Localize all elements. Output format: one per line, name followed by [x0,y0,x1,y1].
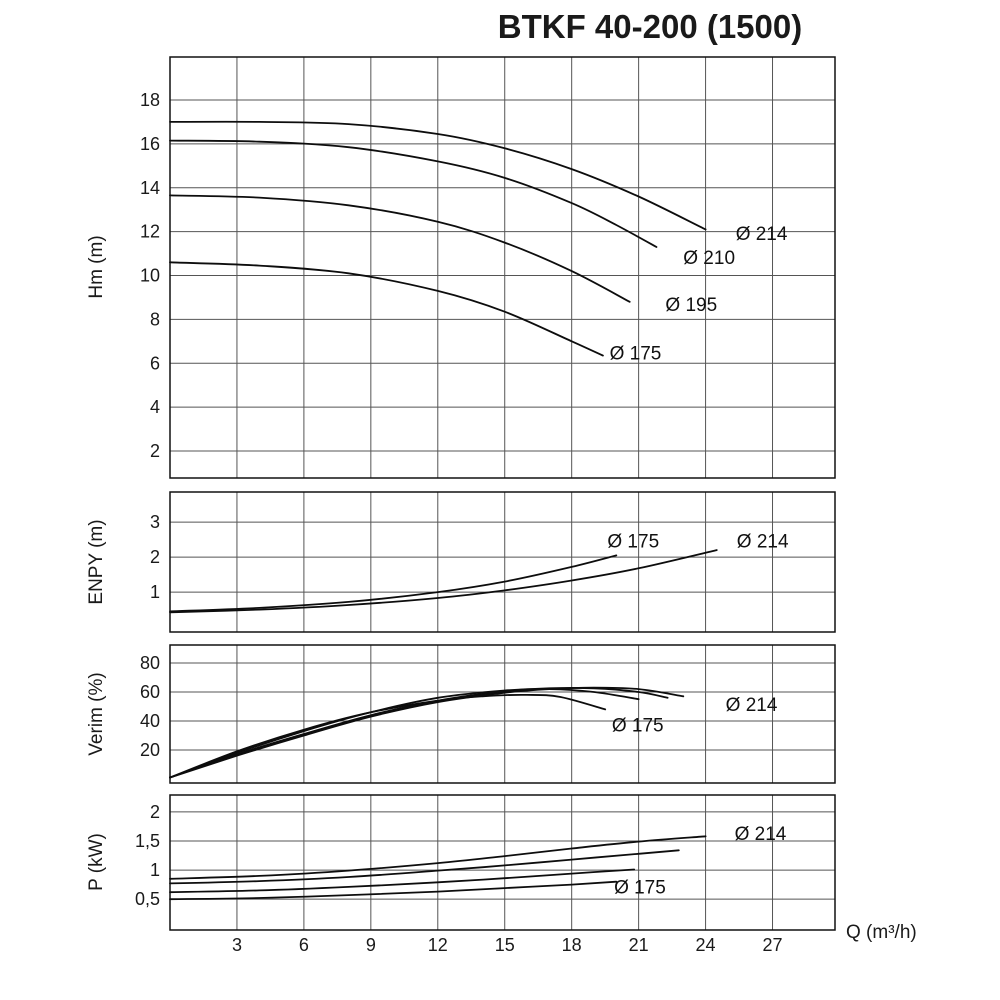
curve-p-210 [169,849,680,885]
curve-hm-195 [169,194,631,303]
y-tick-label: 60 [140,682,160,702]
plot-frame [169,794,836,931]
y-tick-label: 2 [150,441,160,461]
x-tick-label: 18 [562,935,582,955]
curve-label: Ø 175 [612,715,664,736]
curve-enpy-214 [169,549,718,614]
curve-hm-210 [169,139,658,248]
y-tick-label: 10 [140,266,160,286]
y-axis-label-hm: Hm (m) [86,235,107,299]
y-tick-label: 6 [150,353,160,373]
y-tick-label: 2 [150,802,160,822]
y-tick-label: 18 [140,90,160,110]
curve-verim-210 [169,687,669,779]
curve-label: Ø 214 [735,824,787,845]
x-tick-label: 15 [495,935,515,955]
curve-verim-214 [169,686,685,779]
curve-verim-195 [169,688,640,779]
curve-p-195 [169,868,636,894]
plot-frame [169,56,836,479]
y-tick-label: 2 [150,547,160,567]
y-tick-label: 16 [140,134,160,154]
curve-p-175 [169,880,618,901]
y-axis-label-p: P (kW) [86,833,107,891]
y-axis-label-verim: Verim (%) [86,672,107,756]
chart-title: BTKF 40-200 (1500) [497,8,803,45]
y-tick-label: 4 [150,397,160,417]
plot-frame [169,491,836,633]
curve-label: Ø 175 [610,343,662,364]
curve-label: Ø 195 [665,295,717,316]
curve-hm-175 [169,261,604,357]
y-tick-label: 40 [140,711,160,731]
plot-verim: 80 60 40 20 Ø 175 Ø 214 [140,644,836,784]
x-tick-label: 24 [696,935,716,955]
y-tick-label: 0,5 [135,889,160,909]
plot-p: 2 1,5 1 0,5 Ø 214 Ø 175 [135,794,836,931]
x-tick-label: 9 [366,935,376,955]
curve-label: Ø 214 [736,224,788,245]
y-tick-label: 1 [150,582,160,602]
curve-label: Ø 175 [614,878,666,899]
curve-label: Ø 210 [683,248,735,269]
x-tick-label: 6 [299,935,309,955]
x-tick-label: 12 [428,935,448,955]
plot-enpy: 3 2 1 Ø 175 Ø 214 [150,491,836,633]
x-tick-label: 27 [763,935,783,955]
curve-enpy-175 [169,554,618,613]
y-tick-label: 8 [150,309,160,329]
curve-hm-214 [169,120,707,231]
curve-verim-175 [169,693,607,779]
x-tick-label: 3 [232,935,242,955]
y-tick-label: 1 [150,860,160,880]
y-tick-label: 80 [140,653,160,673]
y-tick-label: 1,5 [135,831,160,851]
y-tick-label: 12 [140,222,160,242]
curve-p-214 [169,835,707,880]
plot-frame [169,644,836,784]
y-tick-label: 3 [150,512,160,532]
x-tick-label: 21 [629,935,649,955]
x-axis-label: Q (m³/h) [846,922,917,943]
y-tick-label: 14 [140,178,160,198]
curve-label: Ø 175 [607,531,659,552]
curve-label: Ø 214 [737,531,789,552]
curve-label: Ø 214 [726,695,778,716]
y-tick-label: 20 [140,740,160,760]
y-axis-label-enpy: ENPY (m) [86,519,107,605]
